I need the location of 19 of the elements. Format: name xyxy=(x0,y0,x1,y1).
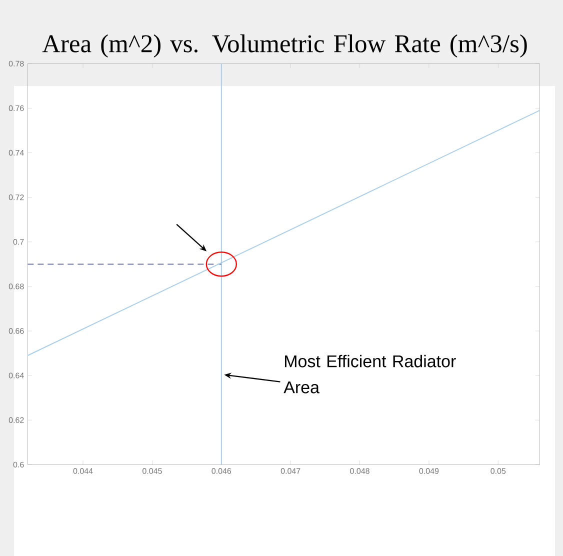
x-tick-label: 0.05 xyxy=(490,468,506,474)
x-tick-label: 0.047 xyxy=(280,468,300,474)
x-tick-label: 0.045 xyxy=(142,468,162,474)
x-tick-label: 0.049 xyxy=(419,468,439,474)
x-tick-label: 0.044 xyxy=(73,468,93,474)
x-tick-label: 0.048 xyxy=(350,468,370,474)
y-tick-label: 0.76 xyxy=(8,105,24,112)
y-tick-label: 0.64 xyxy=(8,372,24,378)
y-tick-label: 0.72 xyxy=(8,194,24,200)
chart-title: Area (m^2) vs. Volumetric Flow Rate (m^3/s) xyxy=(42,34,527,58)
y-tick-label: 0.6 xyxy=(13,462,24,468)
y-tick-label: 0.74 xyxy=(8,150,24,156)
annotation: Most Efficient Radiator Area xyxy=(284,354,456,394)
y-tick-label: 0.68 xyxy=(8,284,24,290)
y-tick-label: 0.7 xyxy=(13,239,24,245)
y-tick-label: 0.62 xyxy=(8,417,24,423)
x-tick-label: 0.046 xyxy=(212,468,232,474)
y-tick-label: 0.66 xyxy=(8,328,24,334)
y-tick-label: 0.78 xyxy=(8,60,24,66)
